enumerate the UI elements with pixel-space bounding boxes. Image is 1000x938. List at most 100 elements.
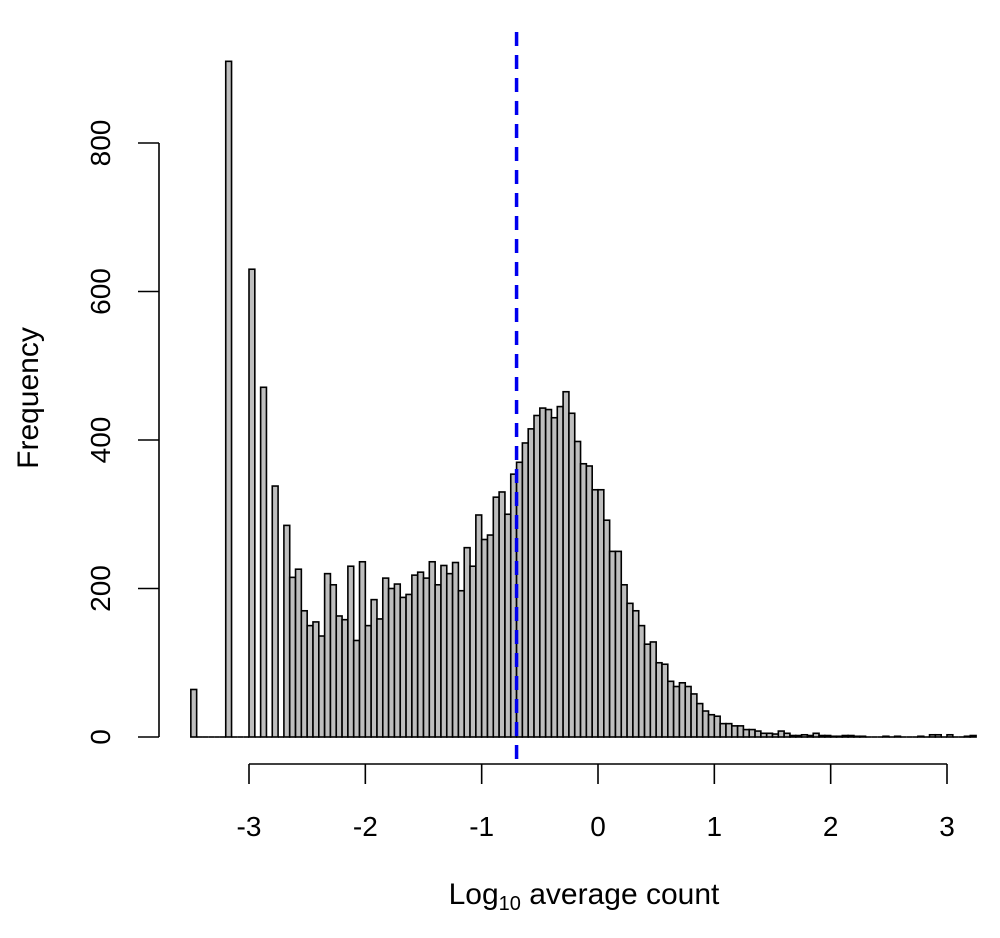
histogram-bar bbox=[841, 734, 849, 738]
histogram-bar bbox=[800, 733, 809, 738]
histogram-bar bbox=[405, 593, 413, 738]
x-tick-label: 3 bbox=[939, 811, 955, 842]
histogram-bar bbox=[463, 546, 471, 738]
histogram-bar bbox=[835, 735, 844, 738]
x-axis: -3 -2 -1 0 1 2 3 bbox=[237, 763, 955, 842]
histogram-bar bbox=[190, 688, 198, 738]
histogram-bar bbox=[399, 596, 407, 738]
histogram-bar bbox=[568, 412, 576, 738]
histogram-bar bbox=[893, 735, 902, 738]
histogram-bar bbox=[666, 680, 675, 738]
histogram-bar bbox=[736, 725, 745, 738]
histogram-bar bbox=[853, 735, 861, 738]
histogram-bar bbox=[591, 488, 599, 738]
histogram-bar bbox=[777, 730, 785, 738]
histogram-bar bbox=[573, 440, 582, 738]
histogram-bar bbox=[283, 524, 291, 738]
x-tick-label: -1 bbox=[469, 811, 494, 842]
histogram-bar bbox=[603, 519, 611, 738]
histogram-bar bbox=[248, 268, 256, 738]
histogram-bars bbox=[190, 60, 977, 738]
histogram-bar bbox=[824, 734, 832, 738]
histogram-bar bbox=[475, 514, 483, 738]
histogram-bar bbox=[643, 643, 652, 738]
histogram-bar bbox=[533, 414, 541, 738]
y-tick-label: 0 bbox=[85, 729, 116, 745]
histogram-bar bbox=[626, 602, 634, 738]
histogram-bar bbox=[760, 732, 768, 738]
histogram-bar bbox=[562, 390, 570, 738]
histogram-bar bbox=[672, 685, 681, 738]
y-tick-label: 200 bbox=[85, 565, 116, 612]
x-tick-label: 2 bbox=[823, 811, 839, 842]
histogram-bar bbox=[614, 550, 623, 738]
histogram-bar bbox=[917, 735, 925, 738]
histogram-bar bbox=[544, 408, 553, 738]
histogram-bar bbox=[963, 735, 972, 738]
histogram-bar bbox=[661, 663, 669, 738]
histogram-bar bbox=[765, 732, 774, 738]
histogram-bar bbox=[317, 635, 326, 738]
histogram-bar bbox=[335, 615, 343, 738]
histogram-bar bbox=[969, 734, 977, 738]
x-tick-label: -3 bbox=[237, 811, 262, 842]
histogram-bar bbox=[434, 583, 442, 738]
histogram-bar bbox=[521, 442, 530, 738]
histogram-bar bbox=[498, 491, 506, 738]
histogram-bar bbox=[696, 702, 704, 738]
histogram-bar bbox=[678, 681, 687, 738]
histogram-bar bbox=[719, 722, 727, 738]
histogram-bar bbox=[370, 598, 378, 738]
histogram-bar bbox=[742, 728, 751, 738]
histogram-bar bbox=[492, 496, 500, 738]
histogram-bar bbox=[707, 713, 716, 738]
histogram-bar bbox=[597, 488, 605, 738]
histogram-bar bbox=[858, 735, 867, 738]
histogram-bar bbox=[608, 550, 617, 738]
x-tick-label: -2 bbox=[353, 811, 378, 842]
histogram-bar bbox=[713, 715, 721, 738]
histogram-bar bbox=[684, 685, 692, 738]
histogram-bar bbox=[789, 734, 797, 738]
histogram-bar bbox=[312, 621, 320, 738]
histogram-bar bbox=[347, 565, 355, 738]
histogram-bar bbox=[381, 577, 390, 738]
histogram-bar bbox=[411, 574, 419, 738]
histogram-bar bbox=[847, 734, 855, 738]
histogram-bar bbox=[620, 583, 628, 738]
histogram-bar bbox=[480, 538, 489, 738]
histogram-bar bbox=[224, 60, 233, 738]
histogram-bar bbox=[928, 733, 937, 738]
histogram-bar bbox=[451, 561, 460, 738]
histogram-bar bbox=[818, 734, 826, 738]
histogram-bar bbox=[509, 473, 518, 738]
histogram-bar bbox=[748, 728, 756, 738]
histogram-bar bbox=[690, 693, 698, 738]
y-axis-label: Frequency bbox=[12, 327, 45, 469]
histogram-bar bbox=[806, 734, 815, 738]
histogram-bar bbox=[539, 407, 547, 738]
histogram-bar bbox=[329, 583, 338, 738]
histogram-bar bbox=[364, 624, 372, 738]
x-axis-label-rest: average count bbox=[521, 878, 720, 911]
histogram-bar bbox=[649, 641, 657, 738]
histogram-bar bbox=[771, 733, 780, 738]
histogram-bar bbox=[294, 568, 303, 738]
y-tick-label: 400 bbox=[85, 417, 116, 464]
x-axis-label: Log10 average count bbox=[449, 878, 720, 915]
histogram-bar bbox=[934, 733, 942, 738]
histogram-bar bbox=[306, 624, 314, 738]
x-axis-label-subscript: 10 bbox=[499, 893, 521, 915]
histogram-bar bbox=[341, 618, 349, 738]
histogram-bar bbox=[422, 577, 431, 738]
x-tick-label: 1 bbox=[707, 811, 723, 842]
histogram-bar bbox=[271, 485, 279, 738]
histogram-bar bbox=[259, 386, 268, 738]
histogram-bar bbox=[829, 735, 838, 738]
histogram-bar bbox=[527, 428, 535, 738]
x-tick-label: 0 bbox=[590, 811, 606, 842]
histogram-bar bbox=[428, 560, 436, 738]
histogram-bar bbox=[701, 710, 710, 738]
histogram-bar bbox=[376, 618, 384, 738]
